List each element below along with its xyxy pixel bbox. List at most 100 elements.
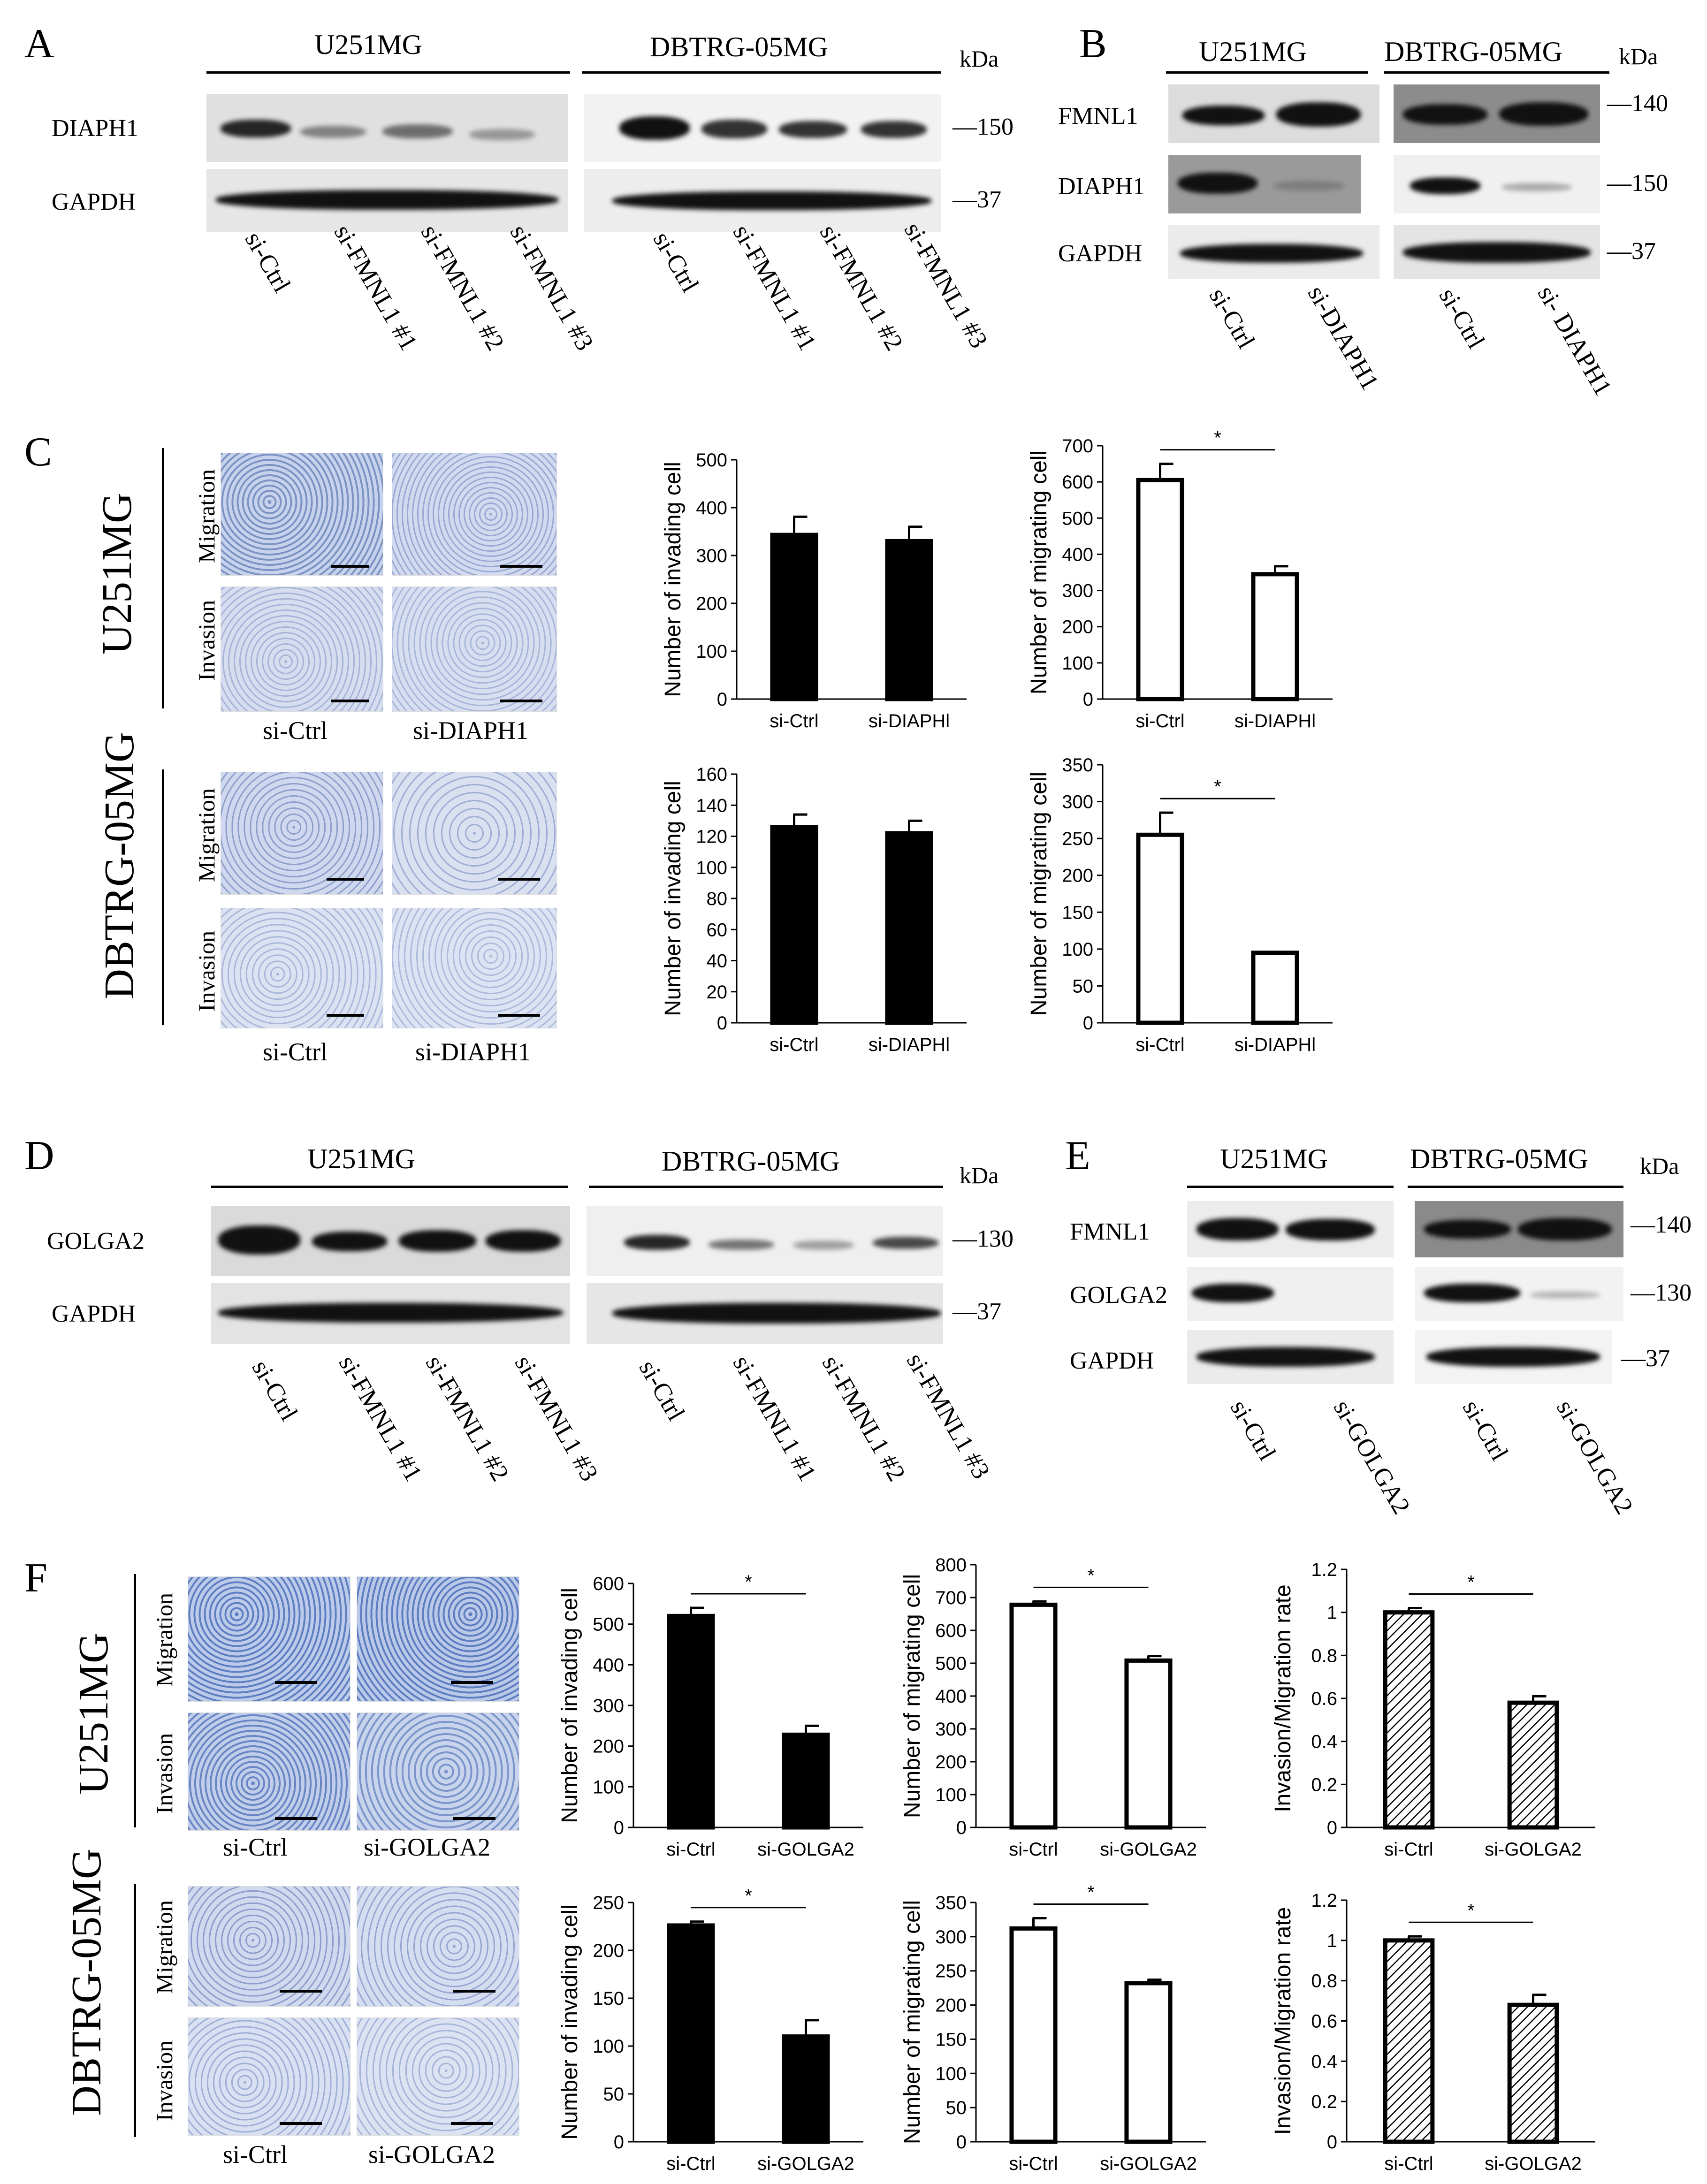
y-tick-label: 0.8 xyxy=(1311,1971,1337,1992)
significance-star: * xyxy=(745,1572,752,1592)
panel-c-dbtrg-migrating-chart: 0 50 100 150 200 250 300 350 Number of migrating… xyxy=(1027,755,1333,1055)
panel-c-dbtrg-label: DBTRG-05MG xyxy=(96,731,143,999)
y-tick-label: 0.6 xyxy=(1311,1689,1337,1709)
significance-star: * xyxy=(1214,428,1221,449)
y-tick-label: 150 xyxy=(1062,902,1093,923)
y-tick-label: 0.4 xyxy=(1311,1732,1337,1752)
bar xyxy=(770,825,818,1025)
y-tick-label: 800 xyxy=(935,1555,967,1575)
panel-f-label: F xyxy=(24,1555,47,1601)
panel-e-dbtrg-lane-2: si-GOLGA2 xyxy=(1551,1395,1639,1519)
x-tick-label: si-Ctrl xyxy=(1384,2154,1433,2174)
y-axis-label: Number of invading cell xyxy=(661,781,686,1016)
y-tick-label: 400 xyxy=(696,498,727,518)
x-tick-label: si-Ctrl xyxy=(770,711,818,731)
y-tick-label: 400 xyxy=(935,1686,967,1707)
panel-e-kda: kDa xyxy=(1640,1153,1679,1179)
y-tick-label: 200 xyxy=(1062,617,1093,638)
significance-star: * xyxy=(1467,1900,1475,1921)
panel-f-dbtrg-golga2-invasion-image xyxy=(357,2017,519,2136)
y-axis-label: Invasion/Migration rate xyxy=(1271,1907,1295,2135)
panel-d-u251-gapdh-blot xyxy=(211,1283,570,1344)
x-tick-label: si-GOLGA2 xyxy=(1100,1839,1197,1860)
panel-d-u251-golga2-blot xyxy=(211,1206,570,1276)
panel-f-u251-golga2-migration-image xyxy=(357,1576,519,1702)
panel-f-dbtrg-bracket xyxy=(134,1884,136,2137)
panel-b-u251-gapdh-blot xyxy=(1168,225,1379,279)
bar xyxy=(667,1613,715,1830)
panel-e-u251-fmnl1-blot xyxy=(1187,1201,1394,1257)
bar xyxy=(1124,1981,1173,2144)
bar xyxy=(1251,951,1299,1025)
x-tick-label: si-GOLGA2 xyxy=(1100,2154,1197,2174)
y-tick-label: 300 xyxy=(1062,792,1093,813)
panel-e-dbtrg-fmnl1-blot xyxy=(1415,1201,1623,1257)
bar xyxy=(1251,572,1299,701)
panel-f-u251-ctrl-migration-image xyxy=(188,1576,351,1702)
y-tick-label: 1 xyxy=(1327,1931,1337,1951)
panel-a-u251-lane-1: si-Ctrl xyxy=(239,227,297,297)
significance-star: * xyxy=(1214,776,1221,797)
y-axis-label: Number of migrating cell xyxy=(1027,450,1052,694)
panel-f-dbtrg-invasion-label: Invasion xyxy=(151,2040,177,2122)
panel-c-u251-diaph1-migration-image xyxy=(392,453,557,576)
panel-a-kda: kDa xyxy=(960,46,999,72)
bar xyxy=(1507,2002,1559,2144)
panel-b-protein-1: FMNL1 xyxy=(1058,103,1138,129)
panel-d-u251-lane-2: si-FMNL1 #1 xyxy=(333,1350,428,1486)
y-tick-label: 150 xyxy=(935,2029,967,2050)
y-axis-label: Invasion/Migration rate xyxy=(1271,1584,1295,1812)
y-tick-label: 600 xyxy=(593,1574,624,1594)
panel-f-dbtrg-ctrl-migration-image xyxy=(188,1886,351,2007)
panel-d-u251-lane-4: si-FMNL1 #3 xyxy=(509,1350,604,1486)
panel-d-dbtrg-golga2-blot xyxy=(587,1206,943,1276)
panel-f-dbtrg-golga2-migration-image xyxy=(357,1886,519,2007)
panel-e-dbtrg-line xyxy=(1408,1186,1623,1188)
panel-c-dbtrg-migration-label: Migration xyxy=(193,788,220,882)
panel-c-dbtrg-invasion-label: Invasion xyxy=(193,930,220,1012)
y-tick-label: 0.2 xyxy=(1311,1774,1337,1795)
bar xyxy=(885,539,933,701)
x-tick-label: si-DIAPHl xyxy=(1235,1035,1316,1055)
panel-f-dbtrg-ctrl-invasion-image xyxy=(188,2017,351,2136)
panel-d-dbtrg-lane-2: si-FMNL1 #1 xyxy=(727,1350,822,1486)
y-axis-label: Number of invading cell xyxy=(661,462,686,697)
panel-d-kda: kDa xyxy=(960,1162,999,1188)
panel-a-protein-1: DIAPH1 xyxy=(52,115,138,142)
y-tick-label: 600 xyxy=(935,1621,967,1641)
panel-a-mw-2: —37 xyxy=(953,186,1001,213)
x-tick-label: si-DIAPHl xyxy=(869,711,950,731)
panel-f-u251-ctrl-invasion-image xyxy=(188,1712,351,1831)
panel-a-u251-lane-4: si-FMNL1 #3 xyxy=(504,220,599,356)
panel-c-label: C xyxy=(24,429,52,475)
y-tick-label: 300 xyxy=(1062,581,1093,601)
panel-c-dbtrg-diaph1-migration-image xyxy=(392,772,557,895)
y-tick-label: 300 xyxy=(593,1696,624,1716)
panel-f-u251-invasion-label: Invasion xyxy=(151,1733,177,1814)
bar xyxy=(1009,1602,1058,1830)
panel-f-u251-ratio-chart: 0 0.2 0.4 0.6 0.8 1 1.2 Invasion/Migration rate… xyxy=(1271,1560,1595,1860)
x-tick-label: si-Ctrl xyxy=(666,2154,715,2174)
panel-a-label: A xyxy=(24,21,54,67)
panel-e-protein-3: GAPDH xyxy=(1070,1347,1154,1374)
panel-c-dbtrg-invading-chart: 0 20 40 60 80 100 120 140 160 Number of invading … xyxy=(661,764,967,1055)
y-tick-label: 120 xyxy=(696,827,727,847)
y-tick-label: 1.2 xyxy=(1311,1890,1337,1911)
x-tick-label: si-Ctrl xyxy=(1009,1839,1058,1860)
panel-b-label: B xyxy=(1079,21,1107,67)
panel-f-u251-migration-label: Migration xyxy=(151,1593,177,1687)
significance-star: * xyxy=(1467,1572,1475,1593)
y-tick-label: 200 xyxy=(935,1995,967,2016)
panel-c-u251-label: U251MG xyxy=(94,492,140,654)
y-tick-label: 500 xyxy=(696,450,727,471)
panel-c-u251-invading-chart: 0 100 200 300 400 500 Number of invading cell s… xyxy=(661,450,967,731)
significance-star: * xyxy=(1087,1565,1095,1586)
panel-b-mw-1: —140 xyxy=(1607,90,1668,117)
panel-b-dbtrg-title: DBTRG-05MG xyxy=(1384,36,1563,67)
y-tick-label: 200 xyxy=(593,1940,624,1961)
panel-a-dbtrg-lane-3: si-FMNL1 #2 xyxy=(814,220,909,356)
y-tick-label: 400 xyxy=(1062,544,1093,565)
panel-a-u251-diaph1-blot xyxy=(206,94,568,162)
panel-e-u251-line xyxy=(1187,1186,1394,1188)
panel-f-dbtrg-migrating-chart: 0 50 100 150 200 250 300 350 Number of migrating… xyxy=(900,1882,1206,2174)
